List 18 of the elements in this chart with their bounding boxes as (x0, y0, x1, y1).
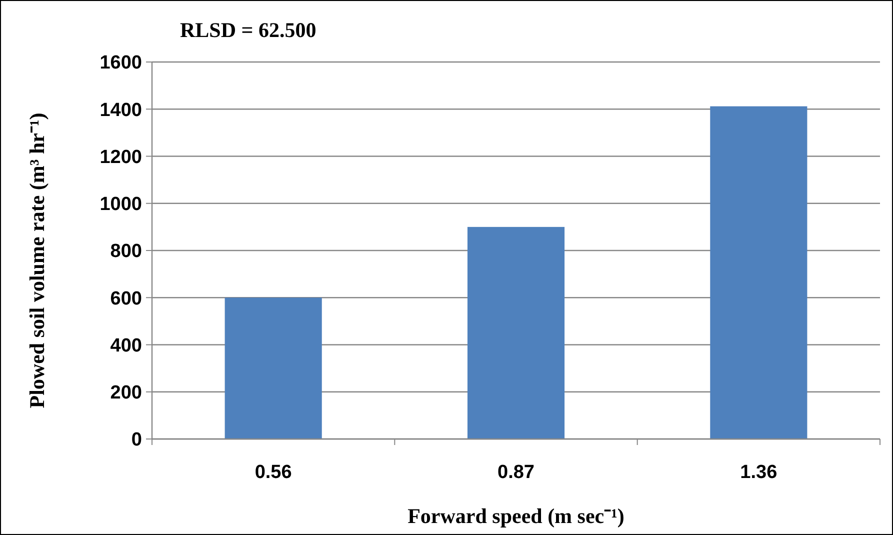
y-tick-label: 400 (110, 335, 142, 356)
x-tick-label: 1.36 (740, 462, 778, 483)
y-tick-label: 1000 (100, 194, 142, 216)
x-axis-title: Forward speed (m sec⁻¹) (408, 504, 624, 528)
x-tick-label: 0.87 (498, 462, 534, 483)
y-axis-title: Plowed soil volume rate (m³ hr⁻¹) (25, 112, 49, 408)
y-tick-label: 1600 (100, 52, 142, 74)
bar (467, 226, 565, 439)
y-tick-label: 800 (110, 241, 142, 262)
y-tick-label: 1200 (100, 146, 142, 168)
x-tick-label: 0.56 (254, 462, 292, 483)
text: RLSD = 62.500 (180, 18, 316, 42)
bar (224, 298, 322, 439)
bar (710, 106, 808, 439)
y-tick-label: 600 (110, 288, 142, 310)
y-tick-label: 0 (131, 430, 142, 451)
y-tick-label: 200 (110, 382, 142, 404)
y-tick-label: 1400 (100, 100, 142, 121)
